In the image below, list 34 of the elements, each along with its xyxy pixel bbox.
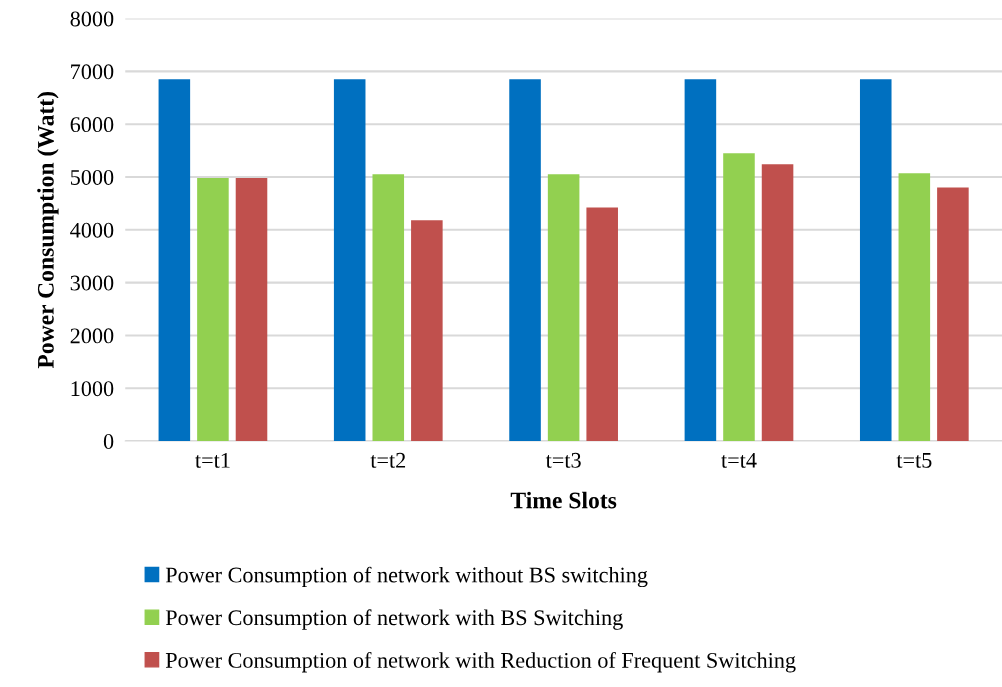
x-tick-label: t=t1 xyxy=(195,452,230,468)
x-tick-label: t=t4 xyxy=(721,452,757,468)
y-tick-label: 7000 xyxy=(71,64,114,80)
bar xyxy=(411,220,443,442)
x-tick-label: t=t3 xyxy=(545,452,581,468)
legend-label: Power Consumption of network with Reduction of Frequent Switching xyxy=(165,652,796,673)
bar xyxy=(761,164,794,442)
bar xyxy=(158,79,191,442)
y-tick-label: 6000 xyxy=(70,117,114,133)
bar xyxy=(937,187,969,442)
x-axis-title: Time Slots xyxy=(510,491,617,509)
bar xyxy=(235,178,268,442)
y-axis-title: Power Consumption (Watt) xyxy=(37,92,59,369)
y-tick-label: 5000 xyxy=(70,169,114,185)
y-tick-label: 2000 xyxy=(70,328,114,344)
bar xyxy=(586,207,618,442)
y-tick-label: 0 xyxy=(103,433,114,449)
x-tick-label: t=t2 xyxy=(370,452,406,468)
bar xyxy=(372,174,405,442)
bar xyxy=(509,79,541,442)
bar xyxy=(333,79,366,442)
bar xyxy=(859,79,892,442)
bar xyxy=(197,178,229,442)
legend-label: Power Consumption of network without BS switching xyxy=(165,566,648,588)
y-tick-label: 1000 xyxy=(71,381,114,397)
y-tick-label: 4000 xyxy=(70,222,114,238)
bar xyxy=(898,173,931,442)
legend-label: Power Consumption of network with BS Switching xyxy=(165,609,623,630)
bar xyxy=(547,174,580,442)
y-tick-label: 3000 xyxy=(70,275,114,291)
bar xyxy=(684,79,717,442)
x-tick-label: t=t5 xyxy=(896,453,932,468)
y-tick-label: 8000 xyxy=(70,11,114,27)
bar xyxy=(723,153,755,442)
